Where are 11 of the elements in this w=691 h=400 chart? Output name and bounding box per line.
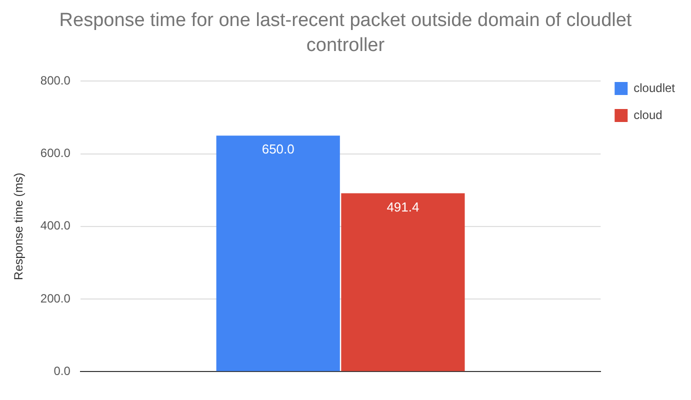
data-label: 491.4 <box>386 199 420 214</box>
chart-title: Response time for one last-recent packet outside domain of cloudlet controller <box>58 9 633 58</box>
y-tick-label: 600.0 <box>40 146 71 160</box>
y-axis-title: Response time (ms) <box>12 172 26 280</box>
y-tick-label: 200.0 <box>40 291 71 306</box>
data-label: 650.0 <box>262 142 294 157</box>
y-tick-label: 0.0 <box>54 364 71 378</box>
y-tick-label: 800.0 <box>40 74 71 88</box>
y-tick-label: 400.0 <box>40 218 71 233</box>
legend-label: cloud <box>634 108 662 122</box>
legend-label: cloudlet <box>634 80 676 95</box>
